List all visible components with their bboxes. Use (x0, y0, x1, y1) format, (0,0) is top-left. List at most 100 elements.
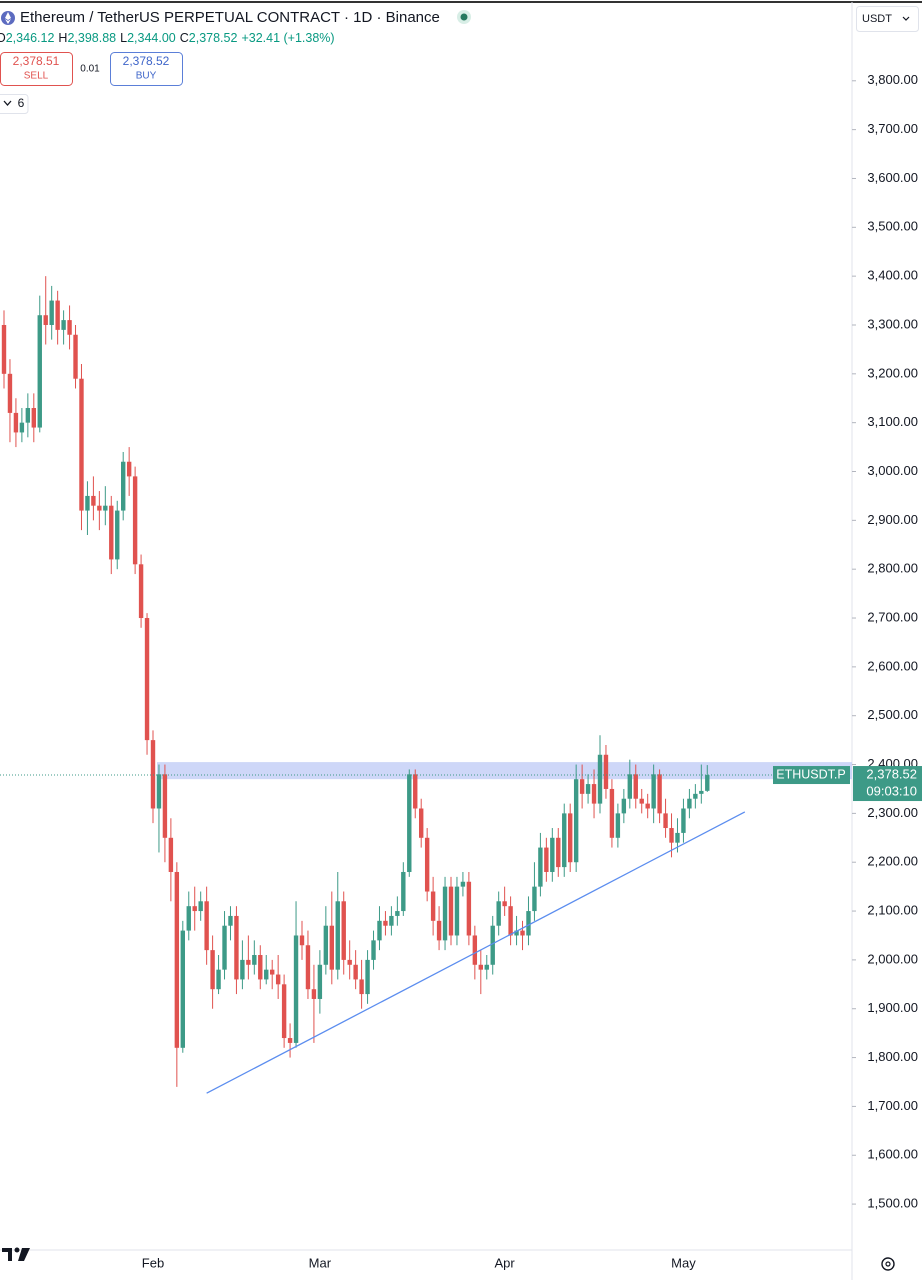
candle-body (454, 886, 460, 936)
market-status-dot (460, 13, 468, 21)
candle-body (150, 740, 156, 809)
ohlc-high: 2,398.88 (67, 31, 116, 45)
candle-body (144, 618, 150, 741)
ohlc-o: O (0, 31, 6, 45)
candle-body (341, 901, 346, 960)
candle-body (669, 828, 674, 843)
candle-body (615, 813, 621, 838)
sell-button[interactable] (0, 52, 73, 86)
buy-button[interactable] (110, 52, 183, 86)
candle-body (472, 935, 478, 965)
candle-body (681, 808, 686, 833)
candle-body (573, 779, 579, 863)
logo (14, 1247, 20, 1253)
currency-select[interactable] (856, 6, 919, 32)
candle-body (490, 925, 495, 965)
candle-body (323, 925, 329, 965)
y-tick-label: 2,900.00 (867, 512, 918, 527)
settings-icon[interactable] (881, 1257, 895, 1271)
ohlc-open: 2,346.12 (6, 31, 55, 45)
ohlc-line: O2,346.12 H2,398.88 L2,344.00 C2,378.52 +32.… (0, 31, 335, 45)
candle-body (7, 373, 13, 413)
candle-body (180, 930, 185, 1048)
x-tick-label: Mar (309, 1255, 332, 1270)
sell-price: 2,378.51 (13, 54, 60, 68)
y-tick-label: 3,100.00 (867, 414, 918, 429)
price-label: 2,378.52 (866, 766, 917, 781)
candle-body (365, 959, 370, 995)
currency: USDT (862, 13, 892, 25)
candle-body (705, 775, 710, 791)
candle-body (270, 969, 275, 975)
candle-body (246, 959, 251, 965)
spread: 0.01 (80, 64, 100, 75)
x-tick-label: Feb (142, 1255, 164, 1270)
x-tick-label: Apr (495, 1255, 516, 1270)
candle-body (162, 774, 168, 838)
candle-body (526, 911, 531, 936)
price-label-bg (853, 766, 922, 802)
chevron (902, 16, 910, 21)
candle-body (198, 901, 203, 912)
sell-label: SELL (24, 71, 49, 82)
candle-body (347, 959, 352, 965)
ohlc-c: C (180, 31, 189, 45)
candle-body (568, 813, 573, 863)
settings-icon-center (885, 1261, 891, 1267)
candle-body (49, 300, 54, 325)
candle-body (484, 964, 489, 970)
candle-body (216, 969, 221, 990)
logo (18, 1248, 30, 1261)
candle-body (210, 950, 215, 990)
candle-body (597, 754, 603, 804)
ohlc-change: +32.41 (+1.38%) (241, 31, 334, 45)
ohlc-l: L (120, 31, 127, 45)
candle-body (699, 790, 704, 794)
ohlc-close: 2,378.52 (189, 31, 238, 45)
candle-body (514, 930, 519, 936)
candle-body (79, 378, 84, 511)
candle-body (532, 886, 537, 912)
candle-body (186, 906, 191, 931)
candle-body (192, 906, 197, 912)
y-tick-label: 3,200.00 (867, 365, 918, 380)
candle-body (234, 915, 239, 980)
candle-body (609, 788, 615, 838)
y-tick-label: 2,200.00 (867, 854, 918, 869)
candle-body (579, 779, 585, 794)
chevron (3, 100, 12, 106)
candle-body (73, 334, 78, 379)
indicators-toggle[interactable] (0, 94, 29, 114)
candle-body (55, 300, 60, 330)
candle-body (419, 808, 424, 838)
candle-body (240, 959, 245, 980)
candle-body (109, 505, 114, 560)
candle-body (126, 461, 132, 477)
ohlc-low: 2,344.00 (127, 31, 176, 45)
y-tick-label: 1,600.00 (867, 1147, 918, 1162)
candle-body (627, 774, 632, 799)
candle-body (424, 837, 430, 892)
candle-body (204, 901, 209, 951)
candle-body (115, 510, 120, 560)
candle-body (651, 774, 656, 809)
y-tick-label: 1,900.00 (867, 1000, 918, 1015)
candle-body (43, 315, 48, 325)
candle-body (311, 989, 317, 999)
y-tick-label: 1,500.00 (867, 1196, 918, 1211)
candle-body (550, 837, 555, 872)
candle-body (97, 505, 102, 511)
y-tick-label: 1,800.00 (867, 1049, 918, 1064)
candle-body (228, 915, 233, 926)
candle-body (496, 901, 501, 926)
candle-body (436, 920, 442, 941)
candle-body (389, 915, 394, 926)
candle-body (520, 930, 525, 936)
candle-body (103, 505, 108, 511)
candle-body (329, 925, 334, 970)
candle-body (538, 847, 543, 887)
candle-body (556, 837, 561, 868)
x-tick-label: May (671, 1255, 696, 1270)
candle-body (585, 784, 591, 794)
